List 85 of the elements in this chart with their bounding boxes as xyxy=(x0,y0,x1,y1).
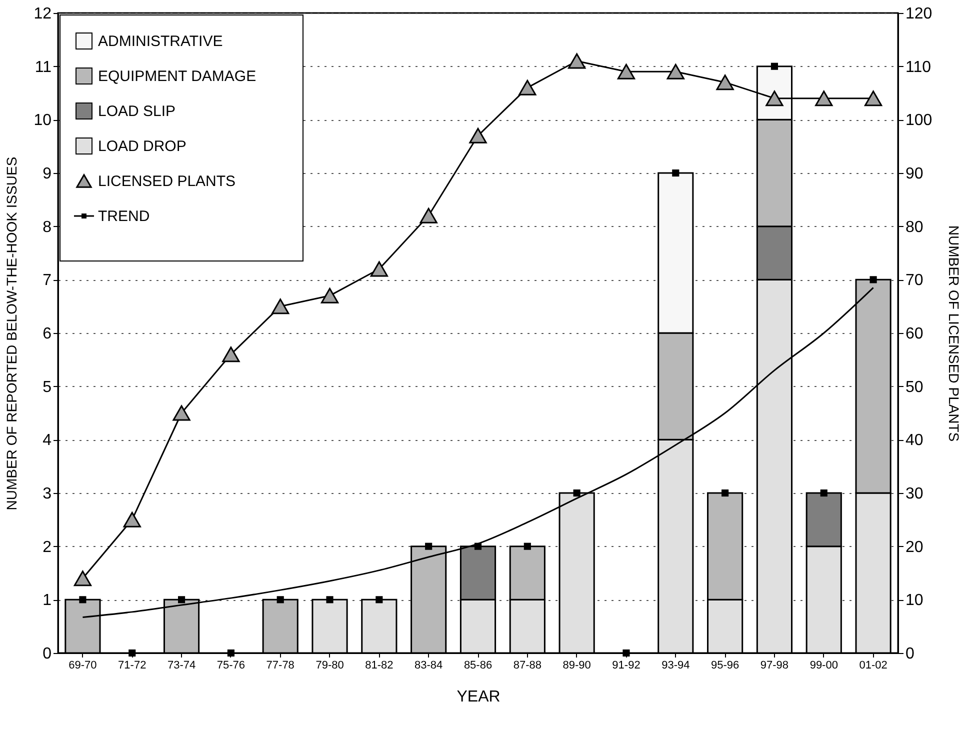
y-tick-label: 7 xyxy=(42,272,52,290)
y2-tick-label: 80 xyxy=(906,218,924,236)
y-tick-label: 4 xyxy=(42,432,52,450)
point xyxy=(123,512,141,528)
y-tick-label: 8 xyxy=(42,218,52,236)
y-tick-label: 6 xyxy=(42,326,52,342)
legend-label: EQUIPMENT DAMAGE xyxy=(98,68,256,85)
point xyxy=(518,80,536,96)
x-tick-label: 79-80 xyxy=(316,660,344,672)
y2-tick-label: 30 xyxy=(906,486,924,502)
point xyxy=(820,489,828,497)
x-axis-title: YEAR xyxy=(456,688,500,706)
point xyxy=(370,261,388,277)
x-tick-label: 69-70 xyxy=(68,660,97,672)
y2-tick-label: 110 xyxy=(906,58,932,76)
legend-label: ADMINISTRATIVE xyxy=(98,33,223,50)
point xyxy=(469,128,487,144)
point xyxy=(770,62,778,70)
x-tick-label: 81-82 xyxy=(365,660,394,672)
point xyxy=(722,489,729,497)
y-tick-label: 5 xyxy=(42,378,52,396)
point xyxy=(524,542,531,550)
y-tick-label: 3 xyxy=(42,486,52,502)
point xyxy=(128,649,136,657)
x-tick-label: 75-76 xyxy=(216,660,246,672)
point xyxy=(172,405,190,421)
point xyxy=(864,90,882,106)
point xyxy=(326,596,334,604)
point xyxy=(420,208,438,224)
point xyxy=(573,489,580,497)
point xyxy=(666,64,684,80)
point xyxy=(474,542,482,550)
x-tick-label: 95-96 xyxy=(710,660,740,672)
y-tick-label: 0 xyxy=(42,646,52,662)
point xyxy=(276,596,284,604)
y-tick-label: 9 xyxy=(42,166,52,182)
y2-tick-label: 70 xyxy=(906,272,924,290)
y2-tick-label: 100 xyxy=(906,112,932,130)
x-tick-label: 01-02 xyxy=(859,660,888,672)
point xyxy=(227,649,234,657)
point xyxy=(74,570,92,586)
y-tick-label: 12 xyxy=(34,6,52,22)
x-tick-label: 73-74 xyxy=(167,660,196,672)
y2-tick-label: 120 xyxy=(906,6,932,22)
point xyxy=(425,542,432,550)
point xyxy=(568,53,586,69)
x-tick-label: 85-86 xyxy=(464,660,492,672)
x-tick-label: 71-72 xyxy=(118,660,146,672)
legend-label: LOAD DROP xyxy=(98,138,186,155)
point xyxy=(870,276,877,284)
point xyxy=(815,90,833,106)
x-tick-label: 97-98 xyxy=(760,660,789,672)
legend-label: LICENSED PLANTS xyxy=(98,173,236,190)
y2-tick-label: 90 xyxy=(906,166,924,182)
y2-tick-label: 10 xyxy=(906,592,924,610)
x-tick-label: 89-90 xyxy=(562,660,591,672)
y2-tick-label: 40 xyxy=(906,432,924,450)
point xyxy=(672,169,680,177)
point xyxy=(272,298,290,314)
y2-tick-label: 60 xyxy=(906,326,924,342)
y2-tick-label: 20 xyxy=(906,538,924,556)
point xyxy=(376,596,383,604)
y2-tick-label: 0 xyxy=(906,646,914,662)
y-tick-label: 11 xyxy=(34,58,52,76)
y-tick-label: 2 xyxy=(42,538,52,556)
y2-tick-label: 50 xyxy=(906,378,924,396)
point xyxy=(79,596,86,604)
y2-axis-title: NUMBER OF LICENSED PLANTS xyxy=(946,225,962,442)
y-tick-label: 1 xyxy=(42,592,52,610)
x-tick-label: 77-78 xyxy=(266,660,294,672)
legend-label: TREND xyxy=(98,208,150,225)
x-tick-label: 91-92 xyxy=(612,660,640,672)
x-tick-label: 87-88 xyxy=(513,660,542,672)
point xyxy=(617,64,636,80)
point xyxy=(716,74,734,90)
legend-label: LOAD SLIP xyxy=(98,103,176,120)
point xyxy=(178,596,186,604)
point xyxy=(222,346,240,362)
point xyxy=(320,288,339,304)
x-tick-label: 99-00 xyxy=(810,660,838,672)
point xyxy=(622,649,630,657)
y-axis-title: NUMBER OF REPORTED BELOW-THE-HOOK ISSUES xyxy=(4,156,20,510)
x-tick-label: 93-94 xyxy=(662,660,690,672)
y-tick-label: 10 xyxy=(34,112,52,130)
x-tick-label: 83-84 xyxy=(414,660,443,672)
